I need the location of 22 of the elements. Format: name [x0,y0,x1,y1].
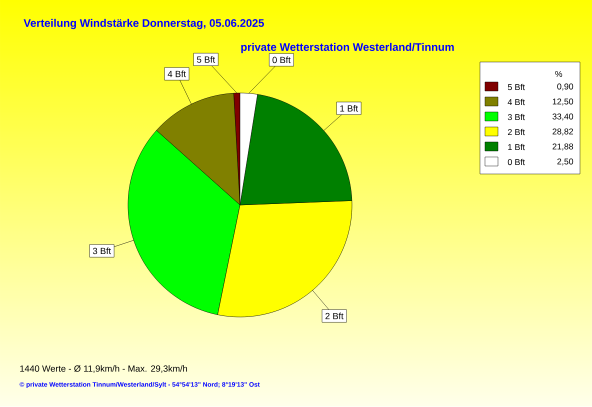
slice-label: 5 Bft [196,56,216,63]
data-label: 12,50 [552,98,574,106]
slice-label: 4 Bft [168,70,186,78]
legend-label: 1 Bft [508,144,525,150]
slice-label: 3 Bft [92,248,111,254]
legend-label: 3 Bft [508,114,525,120]
slice-label: 1 Bft [340,105,358,112]
data-label: 2,50 [557,158,574,166]
slice-label: 0 Bft [272,56,291,64]
data-label: 21,88 [552,143,574,150]
chart-subtitle: private Wetterstation Westerland/Tinnum [241,42,454,54]
legend-label: 4 Bft [508,98,525,106]
legend-label: 2 Bft [508,128,525,136]
data-label: 28,82 [552,128,574,136]
text: 1440 Werte - Ø 11,9km/h - Max. 29,3km/h [20,365,188,373]
legend-title: % [555,71,562,77]
data-label: 33,40 [552,113,574,120]
chart-title: Verteilung Windstärke Donnerstag, 05.06.2025 [24,18,264,30]
data-label: 0,90 [557,83,574,90]
slice-label: 2 Bft [325,312,344,320]
legend-label: 0 Bft [508,158,525,166]
legend-label: 5 Bft [508,84,525,90]
